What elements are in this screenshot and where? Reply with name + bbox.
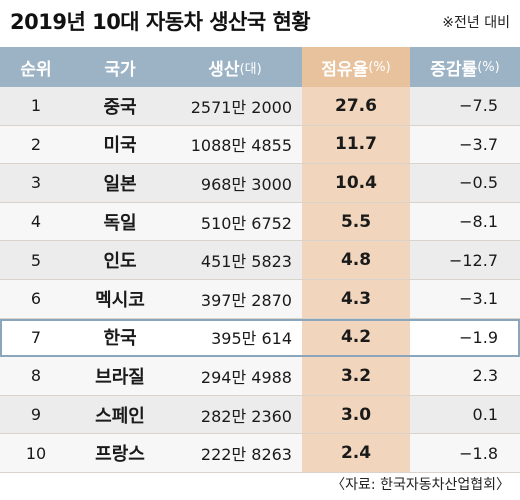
table-row: 5 인도 451만 5823 4.8 −12.7	[0, 241, 520, 280]
cell-change: −0.5	[459, 173, 498, 193]
cell-country: 브라질	[95, 366, 145, 388]
cell-country: 미국	[103, 135, 137, 157]
cell-share: 3.2	[302, 357, 410, 395]
cell-production: 282만 2360	[200, 406, 292, 426]
page-title: 2019년 10대 자동차 생산국 현황	[10, 10, 311, 34]
cell-rank: 3	[30, 173, 42, 193]
cell-country: 멕시코	[95, 289, 145, 311]
cell-rank: 5	[30, 250, 42, 270]
cell-change: −8.1	[459, 212, 498, 232]
table-row: 7 한국 395만 614 4.2 −1.9	[0, 318, 520, 358]
cell-rank: 8	[30, 366, 42, 386]
production-table: 순위 국가 생산 (대) 점유율 (%) 증감률 (%) 1 중국 2571만 2000 2…	[0, 47, 520, 473]
cell-production: 1088만 4855	[190, 136, 292, 156]
header-share: 점유율 (%)	[302, 47, 410, 87]
header-country: 국가	[72, 47, 168, 87]
comparison-note: ※전년 대비	[442, 15, 510, 31]
cell-change: −1.9	[459, 327, 498, 347]
cell-share: 4.8	[302, 241, 410, 279]
cell-change: −3.7	[459, 134, 498, 154]
cell-country: 중국	[103, 96, 137, 118]
table-row: 6 멕시코 397만 2870 4.3 −3.1	[0, 279, 520, 319]
cell-rank: 2	[30, 134, 42, 154]
source-note: 〈자료: 한국자동차산업협회〉	[331, 477, 510, 493]
cell-production: 222만 8263	[200, 445, 292, 465]
header-production-label: 생산	[208, 59, 240, 80]
cell-production: 397만 2870	[200, 290, 292, 310]
cell-share: 3.0	[302, 395, 410, 434]
cell-country: 인도	[103, 251, 137, 273]
cell-rank: 1	[30, 96, 42, 116]
table-row: 4 독일 510만 6752 5.5 −8.1	[0, 202, 520, 242]
cell-country: 스페인	[95, 405, 145, 427]
cell-rank: 4	[30, 212, 42, 232]
cell-change: −1.8	[459, 443, 498, 463]
cell-rank: 7	[30, 327, 42, 347]
cell-production: 968만 3000	[200, 174, 292, 194]
cell-share: 2.4	[302, 434, 410, 472]
cell-share: 27.6	[302, 87, 410, 125]
cell-change: −3.1	[459, 289, 498, 309]
header-share-label: 점유율	[321, 59, 369, 80]
header-share-unit: (%)	[368, 59, 391, 75]
cell-country: 일본	[103, 173, 137, 195]
cell-production: 294만 4988	[200, 367, 292, 387]
table-row: 3 일본 968만 3000 10.4 −0.5	[0, 164, 520, 203]
table-header-row: 순위 국가 생산 (대) 점유율 (%) 증감률 (%)	[0, 47, 520, 87]
cell-country: 독일	[103, 212, 137, 234]
cell-country: 프랑스	[95, 444, 145, 466]
header-change-unit: (%)	[477, 59, 500, 75]
cell-share: 4.2	[302, 318, 410, 357]
cell-share: 5.5	[302, 202, 410, 241]
cell-production: 510만 6752	[200, 213, 292, 233]
header-country-label: 국가	[104, 59, 136, 80]
cell-rank: 6	[30, 289, 42, 309]
header-change: 증감률 (%)	[410, 47, 520, 87]
cell-change: −7.5	[459, 96, 498, 116]
cell-production: 451만 5823	[200, 252, 292, 272]
cell-share: 11.7	[302, 125, 410, 164]
table-body: 1 중국 2571만 2000 27.6 −7.5 2 미국 1088만 4855 11.7 −3…	[0, 87, 520, 473]
cell-change: 2.3	[472, 366, 498, 386]
header-production-unit: (대)	[239, 61, 262, 77]
cell-production: 2571만 2000	[190, 97, 292, 117]
header-change-label: 증감률	[430, 59, 478, 80]
table-row: 9 스페인 282만 2360 3.0 0.1	[0, 395, 520, 435]
table-row: 2 미국 1088만 4855 11.7 −3.7	[0, 125, 520, 165]
cell-country: 한국	[103, 328, 137, 350]
header-rank: 순위	[0, 47, 72, 87]
table-row: 1 중국 2571만 2000 27.6 −7.5	[0, 87, 520, 126]
cell-production: 395만 614	[211, 329, 292, 349]
cell-rank: 9	[30, 405, 42, 425]
header-rank-label: 순위	[20, 59, 52, 80]
cell-share: 4.3	[302, 279, 410, 318]
table-row: 10 프랑스 222만 8263 2.4 −1.8	[0, 434, 520, 473]
cell-change: 0.1	[472, 405, 498, 425]
cell-share: 10.4	[302, 164, 410, 202]
table-row: 8 브라질 294만 4988 3.2 2.3	[0, 357, 520, 396]
cell-change: −12.7	[448, 250, 498, 270]
cell-rank: 10	[25, 443, 47, 463]
header-production: 생산 (대)	[168, 47, 302, 87]
